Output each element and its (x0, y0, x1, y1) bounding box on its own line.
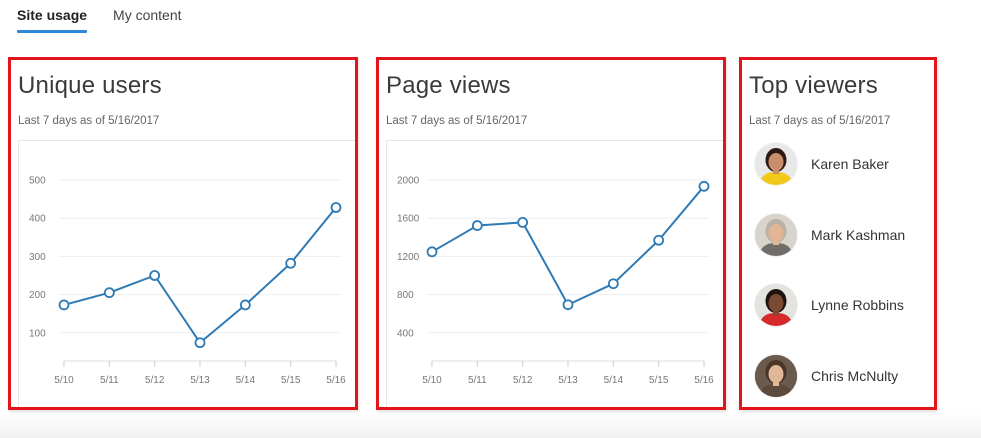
y-tick-label: 500 (29, 176, 46, 187)
viewer-item[interactable]: Chris McNulty (755, 354, 935, 398)
page-views-card: Page views Last 7 days as of 5/16/2017 4… (376, 57, 726, 410)
card-subtitle: Last 7 days as of 5/16/2017 (386, 115, 528, 127)
card-title: Top viewers (749, 72, 878, 99)
x-tick-label: 5/14 (236, 375, 256, 386)
avatar (755, 284, 797, 326)
x-tick-label: 5/15 (649, 375, 669, 386)
data-point[interactable] (698, 180, 710, 192)
viewer-item[interactable]: Lynne Robbins (755, 283, 935, 327)
card-title: Unique users (18, 72, 162, 99)
x-tick-label: 5/12 (145, 375, 165, 386)
viewer-name: Chris McNulty (811, 368, 899, 384)
data-point[interactable] (194, 337, 206, 349)
x-tick-label: 5/10 (54, 375, 74, 386)
data-point[interactable] (149, 270, 161, 281)
x-tick-label: 5/15 (281, 375, 301, 386)
data-line (431, 185, 705, 306)
y-tick-label: 800 (397, 290, 414, 301)
y-tick-label: 2000 (397, 176, 420, 187)
y-tick-label: 1600 (397, 214, 420, 225)
viewer-item[interactable]: Karen Baker (755, 142, 935, 186)
x-tick-label: 5/16 (326, 375, 346, 386)
y-tick-label: 1200 (397, 252, 420, 263)
tab-my-content[interactable]: My content (113, 7, 182, 23)
line-chart-svg: 400 800 1200 1600 2000 5/10 5/11 5/12 5/13 5/14 5/… (397, 176, 714, 387)
viewer-name: Karen Baker (811, 156, 889, 172)
y-tick-label: 200 (29, 290, 46, 301)
data-point[interactable] (562, 299, 574, 311)
x-tick-label: 5/11 (100, 375, 119, 386)
tab-bar: Site usage My content (17, 6, 182, 33)
x-tick-label: 5/10 (422, 375, 442, 386)
data-point[interactable] (58, 299, 70, 311)
viewer-name: Lynne Robbins (811, 297, 904, 313)
card-subtitle: Last 7 days as of 5/16/2017 (749, 115, 891, 127)
person-portrait-icon (755, 284, 797, 326)
unique-users-card: Unique users Last 7 days as of 5/16/2017… (8, 57, 358, 410)
data-point[interactable] (653, 234, 665, 246)
data-point[interactable] (517, 217, 529, 228)
y-tick-label: 400 (29, 214, 46, 225)
person-portrait-icon (755, 355, 797, 397)
data-line (63, 206, 337, 344)
x-tick-label: 5/14 (604, 375, 624, 386)
y-tick-label: 100 (29, 328, 46, 339)
viewer-item[interactable]: Mark Kashman (755, 213, 935, 257)
data-point[interactable] (426, 246, 438, 258)
tab-site-usage[interactable]: Site usage (17, 6, 88, 33)
data-point[interactable] (239, 299, 251, 311)
y-tick-label: 400 (397, 328, 414, 339)
avatar (755, 355, 797, 397)
x-tick-label: 5/11 (468, 375, 487, 386)
data-point[interactable] (471, 220, 483, 231)
x-tick-label: 5/13 (558, 375, 578, 386)
bottom-fade (0, 412, 981, 438)
page-views-chart[interactable]: 400 800 1200 1600 2000 5/10 5/11 5/12 5/13 5/14 5/… (386, 140, 723, 407)
x-tick-label: 5/12 (513, 375, 533, 386)
line-chart-svg: 100 200 300 400 500 5/10 5/11 5/12 5/13 5/14 5/15 5… (29, 176, 346, 387)
top-viewers-card: Top viewers Last 7 days as of 5/16/2017 … (739, 57, 937, 410)
viewer-name: Mark Kashman (811, 227, 906, 243)
x-tick-label: 5/13 (190, 375, 210, 386)
avatar (755, 214, 797, 256)
card-subtitle: Last 7 days as of 5/16/2017 (18, 115, 160, 127)
data-point[interactable] (103, 287, 115, 299)
avatar (755, 143, 797, 185)
card-title: Page views (386, 72, 511, 99)
person-portrait-icon (755, 143, 797, 185)
data-point[interactable] (285, 257, 297, 269)
person-portrait-icon (755, 214, 797, 256)
x-tick-label: 5/16 (694, 375, 714, 386)
y-tick-label: 300 (29, 252, 46, 263)
data-point[interactable] (607, 278, 619, 290)
data-point[interactable] (330, 202, 342, 213)
unique-users-chart[interactable]: 100 200 300 400 500 5/10 5/11 5/12 5/13 5/14 5/15 5… (18, 140, 355, 407)
